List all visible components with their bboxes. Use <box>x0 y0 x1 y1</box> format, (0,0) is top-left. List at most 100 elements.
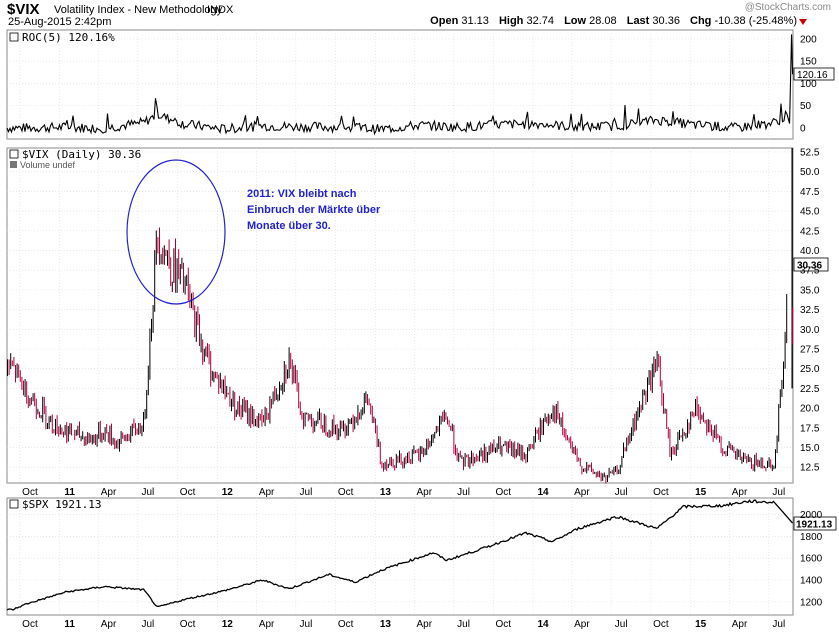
x-axis-label: Jul <box>772 487 785 498</box>
symbol-name: Volatility Index - New Methodology <box>54 4 223 16</box>
x-axis-label: 11 <box>64 619 75 630</box>
roc-ytick-label: 50 <box>800 101 812 112</box>
x-axis-label: Oct <box>338 487 354 498</box>
vix-value-badge: 30.36 <box>797 261 822 272</box>
x-axis-label: Oct <box>496 487 512 498</box>
high-value: 32.74 <box>526 15 554 27</box>
x-axis-label: 12 <box>222 487 234 498</box>
spx-ytick-label: 1800 <box>800 532 823 543</box>
vix-ytick-label: 45.0 <box>800 207 820 218</box>
x-axis-label: 13 <box>380 619 392 630</box>
open-label: Open <box>430 15 459 27</box>
x-axis-label: Oct <box>653 487 669 498</box>
vix-ytick-label: 35.0 <box>800 285 820 296</box>
vix-value-badge-box <box>793 257 829 272</box>
x-axis-label: Jul <box>141 619 154 630</box>
quote-summary: Open 31.13 High 32.74 Low 28.08 Last 30.… <box>430 15 797 27</box>
spx-legend-box <box>9 499 19 509</box>
x-axis-label: Oct <box>496 619 512 630</box>
exchange-label: INDX <box>207 4 234 16</box>
vix-ytick-label: 40.0 <box>800 246 820 257</box>
chg-label: Chg <box>690 15 712 27</box>
annotation-line-2: Einbruch der Märkte über <box>247 204 381 216</box>
vix-ytick-label: 52.5 <box>800 147 820 158</box>
spx-line <box>6 499 794 611</box>
roc-ytick-label: 150 <box>800 57 817 68</box>
x-axis-label: Apr <box>259 487 275 498</box>
x-axis-label: Apr <box>574 619 590 630</box>
x-axis-label: 15 <box>695 487 707 498</box>
x-axis-label: Apr <box>416 619 432 630</box>
plot-series <box>6 34 794 611</box>
vix-ytick-label: 32.5 <box>800 305 820 316</box>
chg-value: -10.38 (-25.48%) <box>714 15 797 27</box>
vix-ytick-label: 50.0 <box>800 167 820 178</box>
spx-ytick-label: 1200 <box>800 597 823 608</box>
x-axis-label: Jul <box>300 487 313 498</box>
x-axis-label: Apr <box>101 619 117 630</box>
spx-ytick-label: 1600 <box>800 554 823 565</box>
roc-panel-frame <box>6 29 794 140</box>
annotation-line-3: Monate über 30. <box>247 220 331 232</box>
x-axis-label: Apr <box>732 619 748 630</box>
chart-header: $VIX Volatility Index - New Methodology … <box>0 0 839 30</box>
last-label: Last <box>626 15 650 27</box>
vix-ytick-label: 20.0 <box>800 404 820 415</box>
x-axis-label: Oct <box>338 619 354 630</box>
x-axis-label: 14 <box>537 487 549 498</box>
roc-ytick-label: 0 <box>800 123 806 134</box>
axis-ticks: 200 150 100 50 0 52.5 50.0 47.5 45.0 42.5 40.0 37.5… <box>22 34 823 630</box>
x-axis-label: Jul <box>457 619 470 630</box>
watermark: @StockCharts.com <box>744 2 831 13</box>
vix-ytick-label: 47.5 <box>800 187 820 198</box>
roc-value-badge: 120.16 <box>797 70 828 81</box>
vix-ytick-label: 15.0 <box>800 443 820 454</box>
volume-icon <box>10 161 17 168</box>
x-axis-label: Apr <box>732 487 748 498</box>
x-axis-label: 12 <box>222 619 234 630</box>
x-axis-label: Jul <box>615 619 628 630</box>
x-axis-label: Jul <box>141 487 154 498</box>
x-axis-label: 13 <box>380 487 392 498</box>
spx-panel-frame <box>6 497 794 616</box>
down-arrow-icon <box>799 19 807 25</box>
annotation-ellipse <box>126 159 226 305</box>
vix-ytick-label: 25.0 <box>800 364 820 375</box>
x-axis-label: Jul <box>300 619 313 630</box>
roc-panel-label: ROC(5) 120.16% <box>22 31 115 44</box>
roc-legend-box <box>9 32 19 42</box>
spx-value-badge: 1921.13 <box>796 520 833 531</box>
grid-lines <box>7 30 793 615</box>
quote-date: 25-Aug-2015 2:42pm <box>8 16 112 28</box>
spx-ytick-label: 2000 <box>800 510 823 521</box>
x-axis-label: Apr <box>574 487 590 498</box>
vix-panel-frame <box>6 147 794 484</box>
vix-ytick-label: 22.5 <box>800 384 820 395</box>
symbol-title: $VIX <box>7 1 40 18</box>
roc-value-badge-box <box>793 67 835 81</box>
roc-line <box>6 34 794 136</box>
vix-ytick-label: 37.5 <box>800 266 820 277</box>
x-axis-label: Oct <box>22 487 38 498</box>
x-axis-label: Jul <box>772 619 785 630</box>
vix-ytick-label: 12.5 <box>800 463 820 474</box>
vix-ytick-label: 42.5 <box>800 226 820 237</box>
x-axis-label: 15 <box>695 619 707 630</box>
vix-legend-box <box>9 149 19 159</box>
annotation-line-1: 2011: VIX bleibt nach <box>247 188 357 200</box>
low-value: 28.08 <box>589 15 617 27</box>
x-axis-label: Apr <box>101 487 117 498</box>
x-axis-label: Jul <box>615 487 628 498</box>
spx-ytick-label: 1400 <box>800 576 823 587</box>
vix-panel-sublabel: Volume undef <box>20 160 76 170</box>
high-label: High <box>498 15 524 27</box>
vix-ytick-label: 30.0 <box>800 325 820 336</box>
vix-ytick-label: 17.5 <box>800 423 820 434</box>
x-axis-label: Jul <box>457 487 470 498</box>
roc-ytick-label: 100 <box>800 79 817 90</box>
x-axis-label: Oct <box>180 619 196 630</box>
x-axis-label: Oct <box>22 619 38 630</box>
x-axis-label: 11 <box>64 487 75 498</box>
open-value: 31.13 <box>461 15 489 27</box>
